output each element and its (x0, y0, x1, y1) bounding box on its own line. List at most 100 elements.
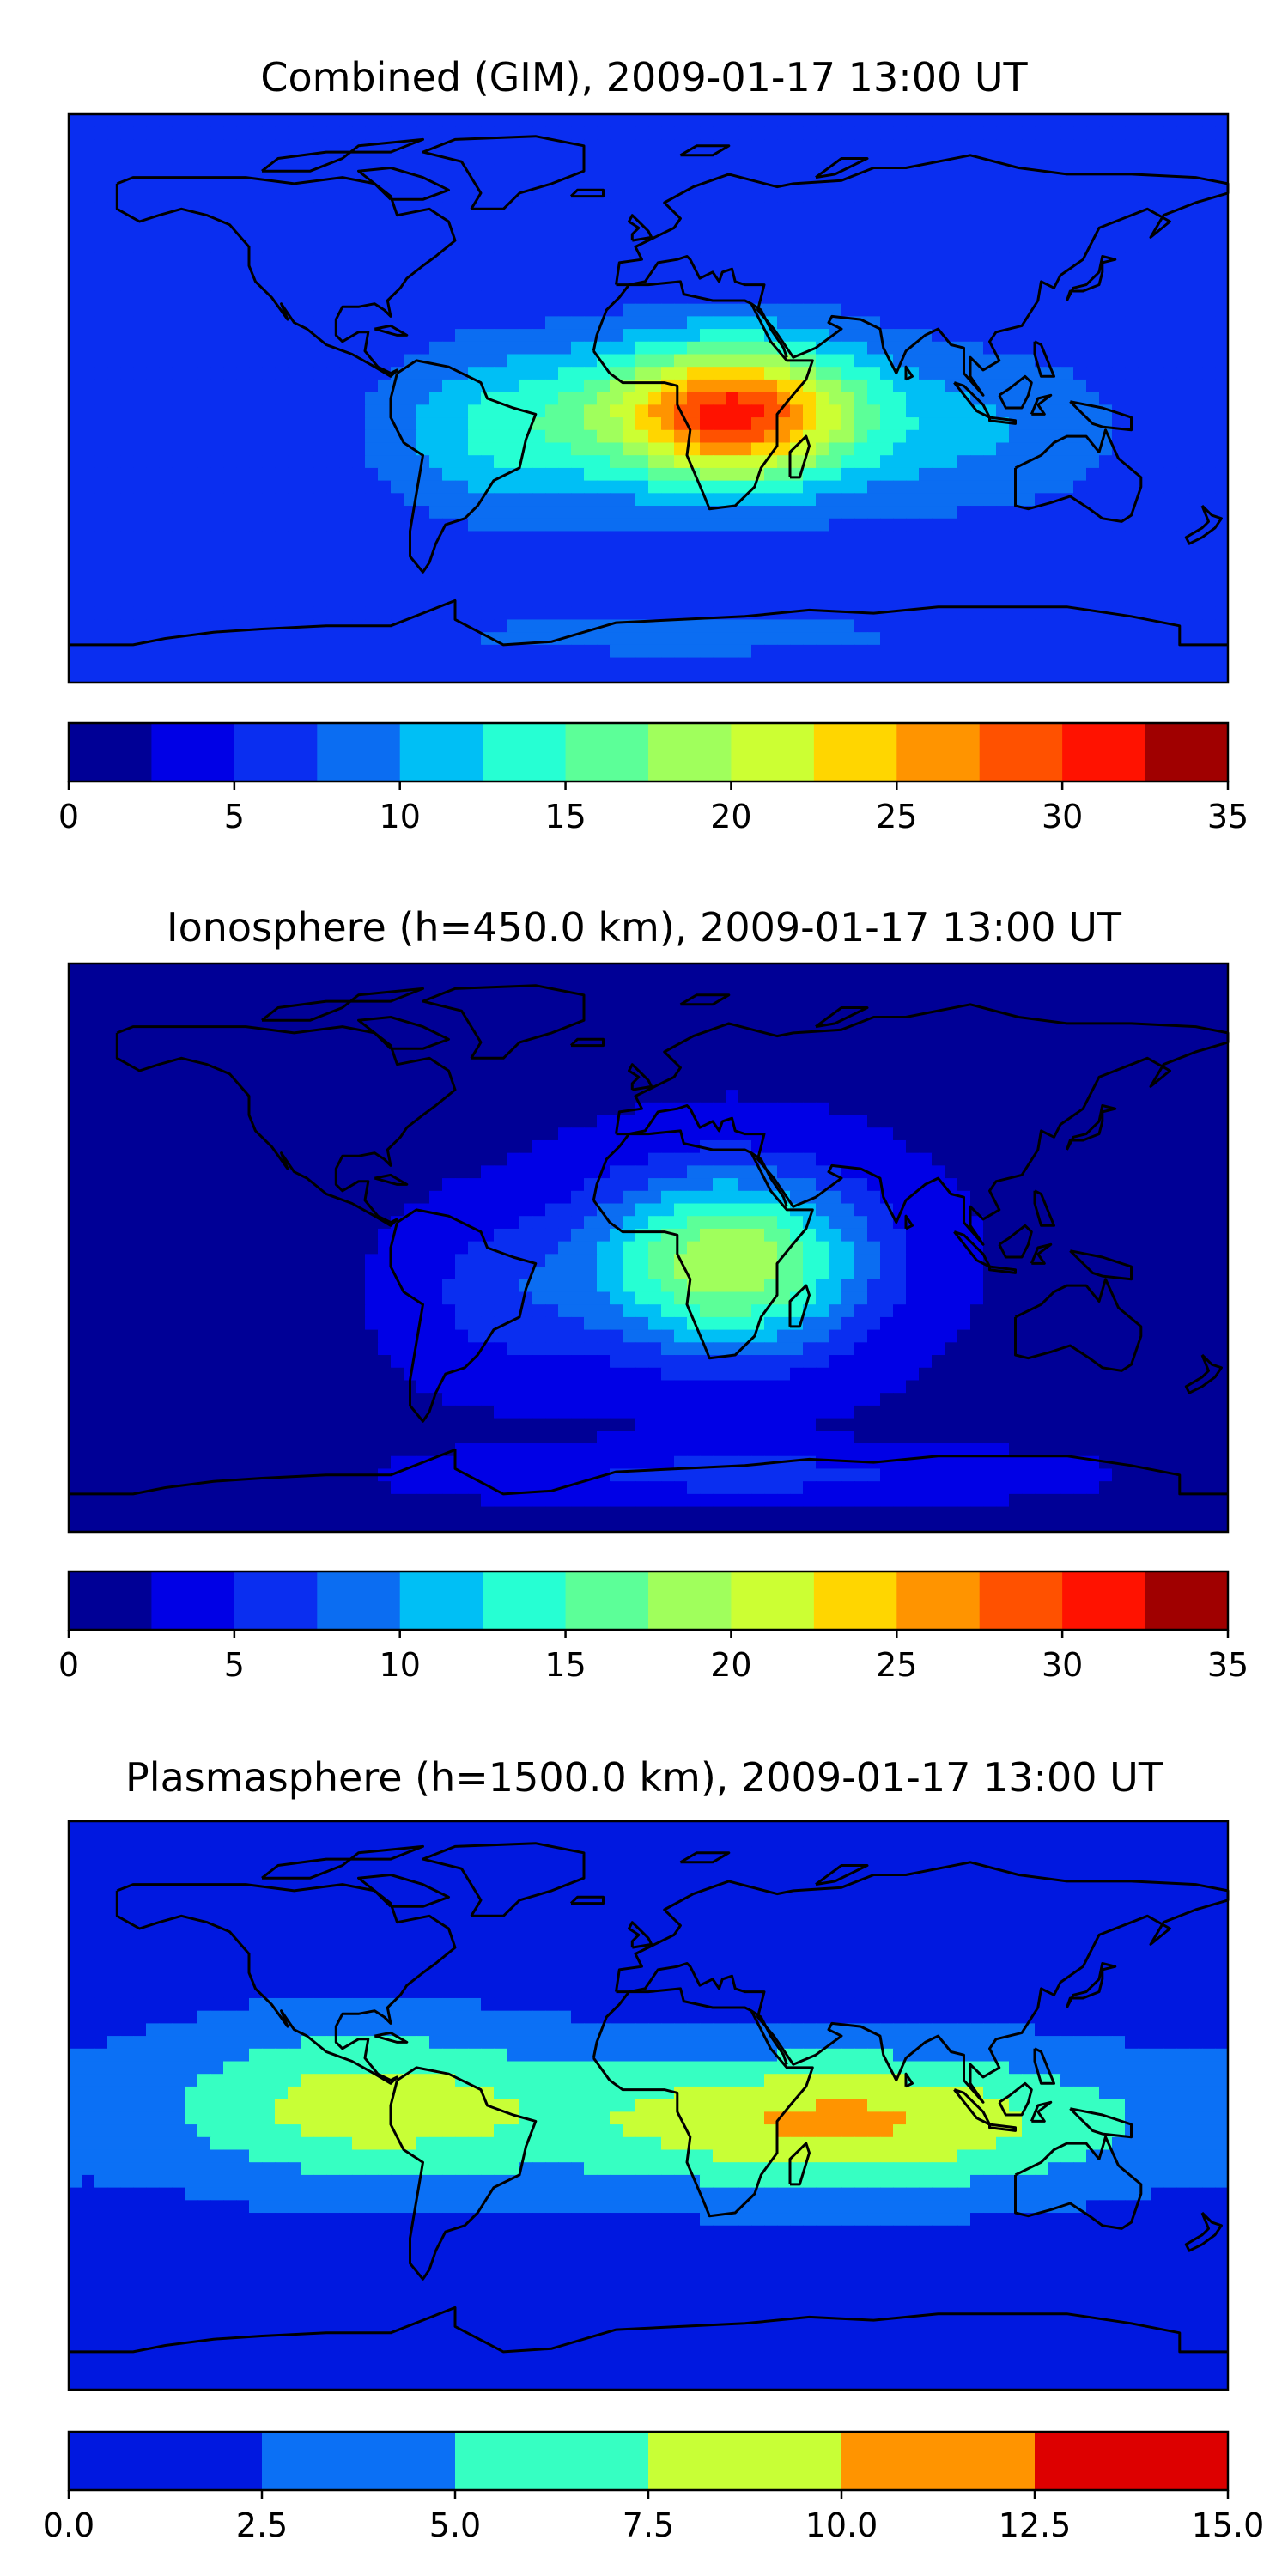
heatmap-cell (416, 657, 430, 671)
heatmap-cell (172, 177, 185, 191)
heatmap-cell (326, 1013, 340, 1028)
coastline-java (988, 416, 1017, 425)
heatmap-cell (867, 290, 881, 305)
heatmap-cell (455, 417, 469, 431)
heatmap-cell (442, 417, 456, 431)
heatmap-cell (519, 606, 533, 621)
heatmap-cell (1202, 329, 1216, 343)
heatmap-cell (906, 404, 920, 418)
heatmap-cell (339, 963, 353, 977)
heatmap-cell (197, 975, 211, 990)
heatmap-cell (816, 518, 829, 532)
heatmap-cell (455, 556, 469, 570)
heatmap-cell (185, 493, 198, 507)
heatmap-cell (764, 988, 778, 1002)
heatmap-cell (1138, 506, 1151, 519)
heatmap-cell (352, 518, 366, 532)
heatmap-cell (326, 606, 340, 621)
heatmap-cell (172, 568, 185, 582)
heatmap-cell (507, 544, 520, 557)
heatmap-cell (957, 568, 971, 582)
heatmap-cell (1022, 252, 1036, 267)
heatmap-cell (635, 316, 649, 330)
heatmap-cell (610, 1001, 623, 1015)
heatmap-cell (210, 988, 224, 1002)
heatmap-cell (507, 290, 520, 305)
heatmap-cell (597, 963, 611, 977)
heatmap-cell (1138, 417, 1151, 431)
heatmap-cell (519, 644, 533, 659)
heatmap-cell (197, 417, 211, 431)
heatmap-cell (133, 379, 147, 393)
heatmap-cell (481, 1039, 495, 1053)
heatmap-cell (713, 594, 726, 608)
heatmap-cell (82, 240, 95, 254)
heatmap-cell (1048, 619, 1061, 633)
heatmap-cell (970, 632, 984, 646)
heatmap-cell (726, 493, 739, 507)
heatmap-cell (1176, 1001, 1190, 1015)
heatmap-cell (69, 139, 82, 153)
heatmap-cell (945, 367, 958, 380)
heatmap-cell (648, 644, 662, 659)
heatmap-cell (1202, 467, 1216, 482)
heatmap-cell (1176, 392, 1190, 405)
heatmap-cell (288, 202, 301, 216)
heatmap-cell (69, 975, 82, 990)
heatmap-cell (726, 215, 739, 228)
heatmap-cell (301, 670, 314, 683)
heatmap-cell (172, 455, 185, 469)
heatmap-cell (713, 1064, 726, 1078)
heatmap-cell (1099, 531, 1113, 544)
heatmap-cell (352, 1064, 366, 1078)
heatmap-cell (391, 417, 404, 431)
heatmap-cell (957, 455, 971, 469)
heatmap-cell (1009, 531, 1023, 544)
heatmap-cell (726, 329, 739, 343)
heatmap-cell (996, 493, 1010, 507)
heatmap-cell (867, 417, 881, 431)
heatmap-cell (236, 988, 250, 1002)
heatmap-cell (223, 114, 237, 128)
heatmap-cell (996, 963, 1010, 977)
heatmap-cell (970, 1077, 984, 1091)
heatmap-cell (1189, 594, 1203, 608)
heatmap-cell (777, 367, 791, 380)
heatmap-cell (391, 518, 404, 532)
heatmap-cell (133, 1026, 147, 1040)
heatmap-cell (455, 480, 469, 494)
heatmap-cell (429, 215, 443, 228)
heatmap-cell (816, 240, 829, 254)
heatmap-cell (107, 544, 121, 557)
heatmap-cell (558, 202, 572, 216)
heatmap-cell (210, 278, 224, 292)
heatmap-cell (442, 316, 456, 330)
heatmap-cell (301, 240, 314, 254)
heatmap-cell (957, 531, 971, 544)
heatmap-cell (1138, 303, 1151, 317)
heatmap-cell (648, 975, 662, 990)
heatmap-cell (120, 329, 134, 343)
heatmap-cell (223, 417, 237, 431)
heatmap-cell (713, 341, 726, 355)
heatmap-cell (429, 467, 443, 482)
heatmap-cell (159, 354, 173, 368)
heatmap-cell (146, 1077, 160, 1091)
heatmap-cell (133, 442, 147, 456)
heatmap-cell (313, 975, 327, 990)
heatmap-cell (288, 290, 301, 305)
heatmap-cell (391, 467, 404, 482)
heatmap-cell (507, 632, 520, 646)
heatmap-cell (223, 606, 237, 621)
heatmap-cell (313, 404, 327, 418)
heatmap-cell (880, 1077, 894, 1091)
heatmap-cell (313, 265, 327, 279)
heatmap-cell (223, 164, 237, 179)
heatmap-cell (339, 975, 353, 990)
heatmap-cell (880, 531, 894, 544)
heatmap-cell (1176, 518, 1190, 532)
heatmap-cell (880, 544, 894, 557)
heatmap-cell (301, 506, 314, 519)
heatmap-cell (1086, 594, 1100, 608)
heatmap-cell (597, 379, 611, 393)
